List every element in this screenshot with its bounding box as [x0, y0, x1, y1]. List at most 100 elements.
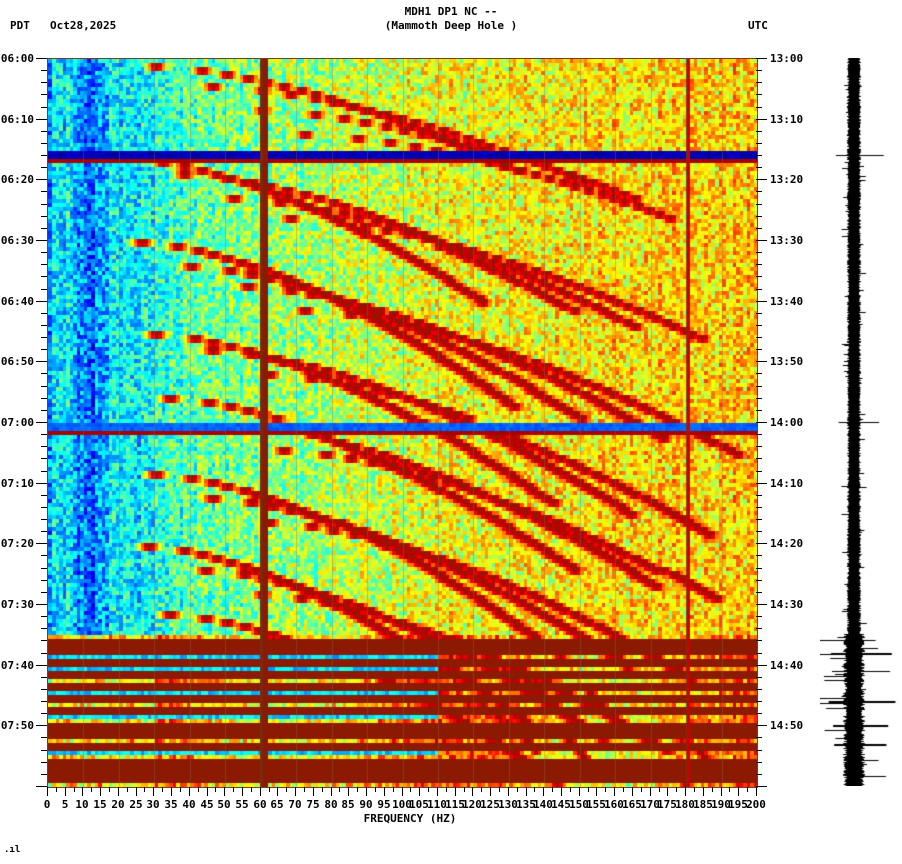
right-axis-time-label: 14:10	[770, 477, 804, 490]
left-axis-tick	[41, 580, 47, 581]
seismogram-panel[interactable]	[820, 58, 902, 786]
frequency-axis-label: 80	[324, 798, 338, 811]
right-axis-tick	[756, 555, 762, 556]
left-axis-tick	[41, 264, 47, 265]
left-axis-time-label: 06:50	[0, 355, 34, 368]
frequency-axis-tick	[623, 787, 624, 792]
right-axis-tick	[756, 750, 762, 751]
right-axis-time-label: 13:00	[770, 52, 804, 65]
left-axis-tick	[41, 155, 47, 156]
corner-artifact-mark: .ıl	[4, 845, 21, 855]
frequency-axis-tick	[224, 787, 225, 796]
frequency-axis-tick	[632, 787, 633, 796]
left-axis-tick	[36, 483, 47, 484]
frequency-axis-tick	[534, 787, 535, 792]
right-axis-tick	[756, 131, 762, 132]
frequency-axis-tick	[499, 787, 500, 792]
frequency-axis-tick	[428, 787, 429, 792]
left-axis-tick	[41, 701, 47, 702]
frequency-axis-tick	[215, 787, 216, 792]
left-axis-tick	[41, 313, 47, 314]
frequency-axis-tick	[269, 787, 270, 792]
right-axis-tick	[756, 204, 762, 205]
frequency-axis-tick	[162, 787, 163, 792]
frequency-axis-label: 135	[516, 798, 536, 811]
right-axis-time-label: 13:40	[770, 295, 804, 308]
timezone-left-label: PDT	[10, 19, 30, 32]
right-axis-tick	[756, 495, 762, 496]
frequency-axis-tick	[694, 787, 695, 792]
right-axis-tick	[756, 677, 762, 678]
right-axis-time-label: 14:40	[770, 659, 804, 672]
left-axis-tick	[36, 240, 47, 241]
right-axis-tick	[756, 580, 762, 581]
frequency-axis-tick	[47, 787, 48, 796]
frequency-axis-label: 45	[200, 798, 214, 811]
seismogram-trace	[820, 58, 902, 786]
frequency-axis-tick	[100, 787, 101, 796]
left-axis-tick	[41, 216, 47, 217]
left-axis-tick	[41, 337, 47, 338]
left-axis-time-label: 07:00	[0, 416, 34, 429]
spectrogram-plot[interactable]	[47, 58, 758, 788]
right-axis-tick	[756, 252, 762, 253]
right-axis-tick	[756, 422, 767, 423]
right-axis-tick	[756, 616, 762, 617]
right-axis-tick	[756, 434, 762, 435]
left-axis-time-label: 07:10	[0, 477, 34, 490]
frequency-axis-label: 65	[270, 798, 284, 811]
frequency-axis-label: 160	[604, 798, 624, 811]
right-axis-tick	[756, 774, 762, 775]
left-axis-tick	[41, 750, 47, 751]
frequency-axis-label: 50	[217, 798, 231, 811]
frequency-axis-tick	[198, 787, 199, 792]
frequency-axis-tick	[109, 787, 110, 792]
frequency-axis-label: 40	[182, 798, 196, 811]
frequency-axis-tick	[437, 787, 438, 796]
right-axis-tick	[756, 483, 767, 484]
left-axis-time-label: 06:10	[0, 113, 34, 126]
right-axis-tick	[756, 325, 762, 326]
left-axis-tick	[41, 531, 47, 532]
frequency-axis-tick	[127, 787, 128, 792]
frequency-axis-tick	[490, 787, 491, 796]
right-axis-tick	[756, 653, 762, 654]
left-axis-tick	[41, 446, 47, 447]
left-axis-tick	[41, 774, 47, 775]
frequency-axis-tick	[756, 787, 757, 796]
left-axis-tick	[41, 228, 47, 229]
frequency-axis-label: 105	[409, 798, 429, 811]
left-axis-time-label: 06:20	[0, 173, 34, 186]
frequency-axis-label: 140	[533, 798, 553, 811]
frequency-axis-tick	[91, 787, 92, 792]
left-axis-tick	[36, 301, 47, 302]
left-axis-tick	[41, 94, 47, 95]
right-axis-tick	[756, 289, 762, 290]
right-axis-tick	[756, 640, 762, 641]
right-axis-tick	[756, 70, 762, 71]
frequency-axis-tick	[402, 787, 403, 796]
right-axis-tick	[756, 786, 767, 787]
right-axis-tick	[756, 519, 762, 520]
frequency-axis-label: 145	[551, 798, 571, 811]
right-axis-tick	[756, 592, 762, 593]
frequency-axis-tick	[614, 787, 615, 796]
right-axis-time-label: 13:10	[770, 113, 804, 126]
left-axis-tick	[41, 191, 47, 192]
right-axis-tick	[756, 410, 762, 411]
frequency-axis-label: 130	[498, 798, 518, 811]
left-axis-time-label: 07:30	[0, 598, 34, 611]
frequency-axis-tick	[357, 787, 358, 792]
left-axis-tick	[41, 628, 47, 629]
frequency-axis-label: 90	[359, 798, 373, 811]
left-axis-tick	[41, 434, 47, 435]
frequency-axis-tick	[339, 787, 340, 792]
frequency-axis-tick	[313, 787, 314, 796]
frequency-axis-tick	[331, 787, 332, 796]
frequency-axis-tick	[56, 787, 57, 792]
left-axis-tick	[36, 179, 47, 180]
right-axis-tick	[756, 628, 762, 629]
left-axis-tick	[41, 143, 47, 144]
frequency-axis-tick	[277, 787, 278, 796]
